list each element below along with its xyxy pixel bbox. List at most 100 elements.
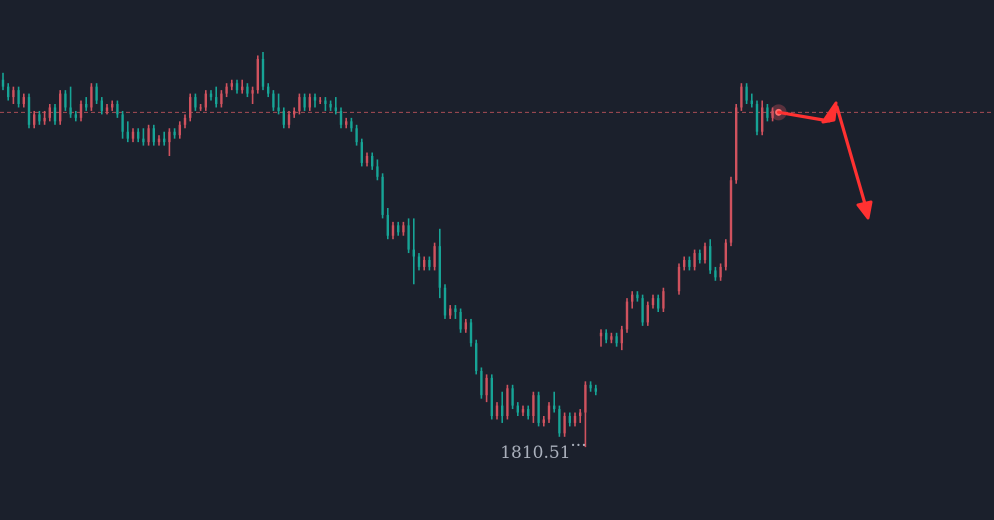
candle-body: [469, 322, 473, 344]
candle: [709, 239, 712, 274]
candle: [64, 90, 67, 111]
candle-body: [412, 249, 415, 257]
candle-body: [454, 308, 457, 312]
candle: [755, 100, 759, 136]
candle-body: [194, 97, 197, 108]
candle-body: [111, 104, 114, 108]
candle: [433, 242, 436, 271]
candle-body: [303, 97, 306, 108]
candle: [105, 104, 109, 115]
arrow-up-stroke: [777, 110, 831, 123]
candle: [636, 291, 639, 302]
candle: [12, 86, 15, 104]
candle: [745, 83, 748, 104]
candle: [1, 72, 5, 91]
candle-body: [381, 176, 384, 215]
candle-body: [121, 114, 124, 132]
candle-body: [714, 270, 717, 278]
candle: [454, 305, 457, 319]
candle-body: [235, 83, 239, 91]
arrow-up-head: [821, 101, 838, 124]
candle-body: [750, 100, 753, 104]
candle-body: [267, 86, 270, 94]
candle: [553, 391, 556, 413]
candle-body: [766, 107, 769, 118]
candle-body: [360, 142, 363, 163]
candle-body: [662, 291, 665, 309]
candle: [402, 221, 405, 236]
candle-body: [365, 156, 369, 163]
candle: [423, 256, 426, 271]
candle: [662, 287, 665, 312]
candle-body: [298, 97, 301, 111]
candle: [298, 93, 301, 115]
candle-body: [126, 131, 129, 139]
candle: [33, 110, 36, 129]
candle-body: [729, 180, 733, 243]
candle-body: [85, 104, 88, 108]
candle-body: [287, 114, 291, 125]
candle: [532, 391, 535, 423]
candle: [53, 104, 57, 125]
candle: [703, 242, 707, 264]
candle: [137, 128, 140, 143]
candle-body: [209, 93, 213, 98]
candle-body: [293, 110, 296, 115]
candle-body: [480, 370, 483, 396]
candle: [594, 384, 597, 396]
candle: [246, 83, 249, 98]
candle-body: [79, 104, 83, 118]
candle-body: [137, 131, 140, 139]
candle-body: [547, 405, 551, 420]
candle: [85, 97, 88, 111]
candle: [610, 332, 613, 344]
candle: [272, 90, 275, 111]
candle: [147, 124, 150, 146]
candle: [235, 79, 239, 94]
low-price-label: 1810.51: [500, 443, 570, 463]
candle: [480, 367, 483, 399]
candle: [485, 374, 488, 403]
candle-body: [95, 86, 98, 101]
candle: [157, 135, 161, 146]
candle-body: [334, 107, 337, 111]
candle: [215, 86, 218, 108]
candle-body: [599, 332, 603, 337]
candle: [308, 93, 311, 111]
candle-body: [225, 86, 228, 94]
candle: [438, 228, 441, 299]
candle-body: [698, 253, 701, 260]
candle: [293, 107, 296, 118]
candle-body: [339, 110, 343, 125]
candle: [79, 100, 83, 122]
candle-body: [74, 114, 77, 118]
candle-body: [594, 388, 597, 392]
candle-body: [755, 104, 759, 132]
candle-body: [313, 97, 317, 101]
candle-body: [69, 107, 72, 115]
candle: [646, 301, 649, 326]
candle-body: [168, 131, 171, 143]
candle-body: [683, 260, 686, 267]
candle-body: [709, 246, 712, 271]
candle: [495, 402, 499, 420]
candle-body: [553, 405, 556, 410]
candle: [256, 55, 259, 94]
candle: [350, 117, 353, 132]
candle-body: [189, 97, 192, 118]
candle: [27, 93, 31, 129]
candle: [641, 294, 644, 326]
candle: [131, 128, 135, 143]
candle-body: [771, 110, 774, 118]
arrow-down-head: [856, 200, 873, 220]
candle: [407, 218, 410, 254]
candle: [714, 266, 717, 281]
candle-body: [324, 100, 327, 104]
candle-body: [272, 93, 275, 108]
candle-body: [423, 260, 426, 267]
candle: [761, 100, 764, 136]
candle-body: [464, 322, 467, 330]
candle-body: [355, 128, 358, 143]
